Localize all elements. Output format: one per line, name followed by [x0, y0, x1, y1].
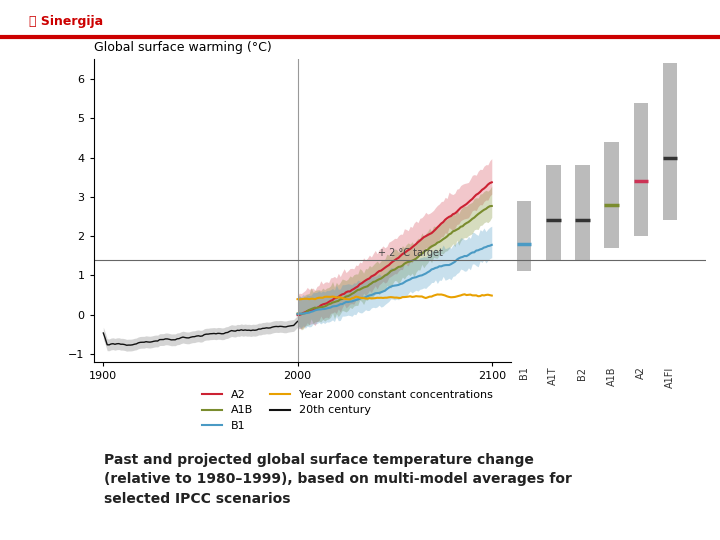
Text: Past and projected global surface temperature change
(relative to 1980–1999), ba: Past and projected global surface temper… — [104, 453, 572, 506]
Text: A1T: A1T — [549, 367, 558, 385]
Text: A1FI: A1FI — [665, 367, 675, 388]
Bar — [517, 201, 531, 272]
Text: A2: A2 — [636, 367, 646, 380]
Text: + 2 °C target: + 2 °C target — [377, 248, 443, 258]
Legend: A2, A1B, B1, Year 2000 constant concentrations, 20th century: A2, A1B, B1, Year 2000 constant concentr… — [198, 386, 497, 435]
Text: A1B: A1B — [607, 367, 616, 386]
Bar — [546, 165, 561, 260]
Bar — [634, 103, 648, 236]
Text: B1: B1 — [519, 367, 529, 380]
Text: Ⓐ Sinergija: Ⓐ Sinergija — [29, 15, 103, 28]
Text: Global surface warming (°C): Global surface warming (°C) — [94, 41, 271, 54]
Text: B2: B2 — [577, 367, 588, 380]
Bar — [662, 63, 678, 220]
Bar — [604, 142, 619, 248]
Bar — [575, 165, 590, 260]
